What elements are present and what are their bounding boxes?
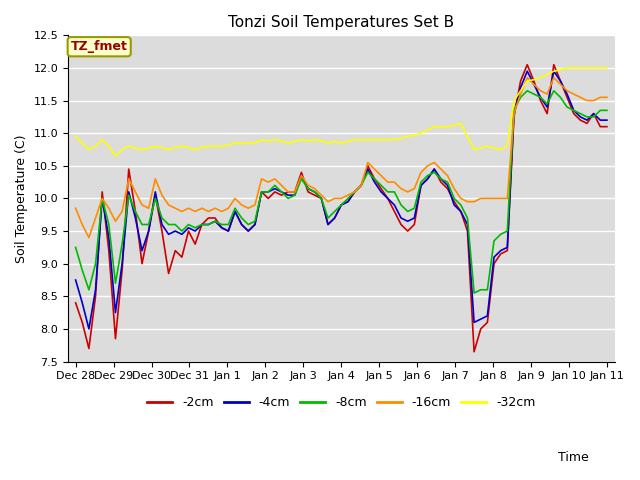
Title: Tonzi Soil Temperatures Set B: Tonzi Soil Temperatures Set B (228, 15, 454, 30)
Text: TZ_fmet: TZ_fmet (71, 40, 127, 53)
Y-axis label: Soil Temperature (C): Soil Temperature (C) (15, 134, 28, 263)
Legend: -2cm, -4cm, -8cm, -16cm, -32cm: -2cm, -4cm, -8cm, -16cm, -32cm (142, 391, 540, 414)
Text: Time: Time (558, 451, 589, 464)
